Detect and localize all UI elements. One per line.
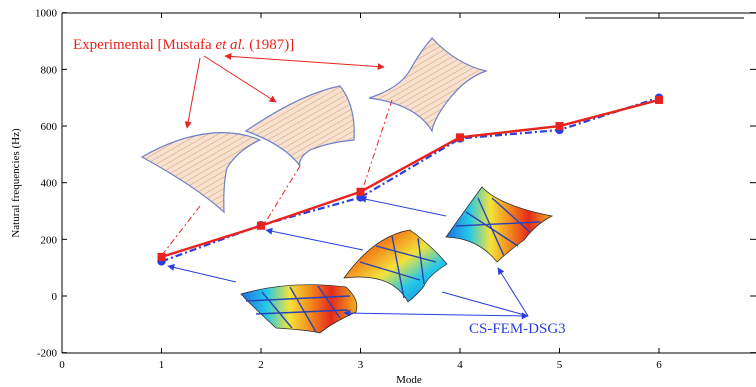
experimental-label-italic: et al. <box>215 37 245 53</box>
experimental-mode-shape-illustrations <box>140 37 489 214</box>
y-tick-label: 200 <box>41 234 58 246</box>
cs-fem-annotation-arrows <box>167 195 529 320</box>
data-series <box>157 93 664 266</box>
x-tick-label: 6 <box>656 359 662 371</box>
cs-fem-annotation-label: CS-FEM-DSG3 <box>469 321 566 337</box>
experimental-mode-shape-3 <box>368 37 489 133</box>
y-tick-label: 400 <box>41 178 58 190</box>
cs-fem-mesh-lines-3 <box>455 197 541 257</box>
y-tick-label: 0 <box>52 291 58 303</box>
x-tick-label: 5 <box>557 359 563 371</box>
data-point-experimental <box>257 221 265 230</box>
cs-fem-mesh-lines-2 <box>359 235 437 299</box>
x-axis-label: Mode <box>396 374 422 386</box>
x-tick-label: 1 <box>159 359 165 371</box>
y-axis-ticks: -200 0 200 400 600 800 1000 <box>35 8 756 360</box>
cs-fem-mode-shape-1 <box>240 284 358 334</box>
cs-fem-mode-shape-illustrations <box>240 186 554 334</box>
y-tick-label: 1000 <box>35 8 58 20</box>
data-point-experimental <box>555 122 564 131</box>
x-axis-ticks: 0 1 2 3 4 5 6 <box>59 13 662 371</box>
x-tick-label: 4 <box>457 359 463 371</box>
experimental-label-suffix: (1987)] <box>245 37 294 53</box>
experimental-mode-shape-2 <box>244 85 355 167</box>
data-point-experimental <box>655 95 663 104</box>
y-tick-label: -200 <box>37 348 58 360</box>
plot-frame <box>61 12 756 354</box>
data-point-experimental <box>456 133 464 142</box>
experimental-annotation-arrows <box>161 52 393 256</box>
x-tick-label: 0 <box>59 359 65 371</box>
data-point-experimental <box>356 187 365 196</box>
experimental-label-prefix: Experimental [Mustafa <box>73 37 215 53</box>
x-tick-label: 3 <box>358 359 364 371</box>
y-tick-label: 600 <box>41 121 58 133</box>
experimental-mode-shape-1 <box>140 132 262 214</box>
y-tick-label: 800 <box>41 64 58 76</box>
cs-fem-mode-shape-2 <box>343 229 448 303</box>
experimental-annotation-label: Experimental [Mustafa et al. (1987)] <box>73 37 294 53</box>
x-tick-label: 2 <box>258 359 264 371</box>
y-axis-label: Natural frequencies (Hz) <box>10 128 22 238</box>
series-line-experimental <box>161 98 660 259</box>
cs-fem-mesh-lines-1 <box>245 285 351 333</box>
data-point-experimental <box>157 252 166 261</box>
